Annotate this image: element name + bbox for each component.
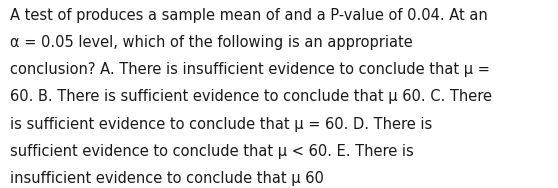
Text: is sufficient evidence to conclude that μ = 60. D. There is: is sufficient evidence to conclude that …: [10, 117, 432, 132]
Text: conclusion? A. There is insufficient evidence to conclude that μ =: conclusion? A. There is insufficient evi…: [10, 62, 490, 77]
Text: insufficient evidence to conclude that μ 60: insufficient evidence to conclude that μ…: [10, 171, 324, 186]
Text: A test of produces a sample mean of and a P-value of 0.04. At an: A test of produces a sample mean of and …: [10, 8, 488, 23]
Text: 60. B. There is sufficient evidence to conclude that μ 60. C. There: 60. B. There is sufficient evidence to c…: [10, 89, 492, 104]
Text: α = 0.05 level, which of the following is an appropriate: α = 0.05 level, which of the following i…: [10, 35, 413, 50]
Text: sufficient evidence to conclude that μ < 60. E. There is: sufficient evidence to conclude that μ <…: [10, 144, 414, 159]
